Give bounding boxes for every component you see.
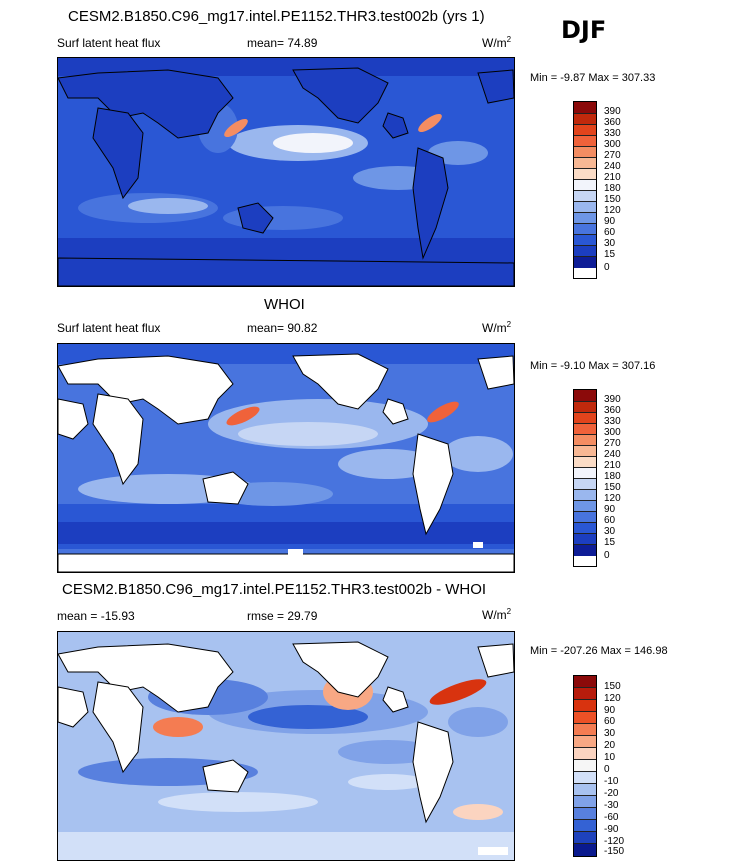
panel3-tick: -20: [604, 788, 619, 799]
panel2-tick: 15: [604, 537, 616, 548]
panel3-tick: 90: [604, 705, 616, 716]
panel1-tick: 150: [604, 194, 621, 205]
season-label: DJF: [561, 16, 607, 44]
panel3-tick: 30: [604, 728, 616, 739]
panel3-tick: 60: [604, 716, 616, 727]
panel1-tick: 90: [604, 216, 616, 227]
panel2-tick: 360: [604, 405, 621, 416]
panel3-tick: 10: [604, 752, 616, 763]
panel3-tick: 150: [604, 681, 621, 692]
panel3-mean: mean = -15.93: [57, 609, 135, 623]
panel2-tick: 0: [604, 550, 610, 561]
panel1-tick: 30: [604, 238, 616, 249]
panel2-tick: 330: [604, 416, 621, 427]
panel3-map: [57, 631, 515, 861]
panel3-colorbar: [573, 675, 597, 857]
panel2-colorbar: [573, 389, 597, 567]
panel2-tick: 120: [604, 493, 621, 504]
panel1-tick: 210: [604, 172, 621, 183]
panel3-tick: 120: [604, 693, 621, 704]
panel2-tick: 150: [604, 482, 621, 493]
panel2-tick: 210: [604, 460, 621, 471]
panel3-tick: 20: [604, 740, 616, 751]
panel3-tick: -30: [604, 800, 619, 811]
panel1-tick: 120: [604, 205, 621, 216]
panel1-tick: 15: [604, 249, 616, 260]
panel1-tick: 180: [604, 183, 621, 194]
panel3-rmse: rmse = 29.79: [247, 609, 318, 623]
panel2-mean: mean= 90.82: [247, 321, 318, 335]
panel1-tick: 390: [604, 106, 621, 117]
panel2-field-label: Surf latent heat flux: [57, 321, 161, 335]
panel2-map: [57, 343, 515, 573]
panel3-units: W/m2: [482, 607, 512, 622]
panel2-tick: 270: [604, 438, 621, 449]
panel2-tick: 180: [604, 471, 621, 482]
panel3-minmax: Min = -207.26 Max = 146.98: [530, 645, 668, 657]
panel2-units: W/m2: [482, 320, 512, 335]
panel1-tick: 60: [604, 227, 616, 238]
panel1-tick: 0: [604, 262, 610, 273]
panel3-tick: -60: [604, 812, 619, 823]
panel2-tick: 390: [604, 394, 621, 405]
panel1-tick: 330: [604, 128, 621, 139]
panel1-tick: 300: [604, 139, 621, 150]
panel3-tick: -120: [604, 836, 625, 847]
panel2-tick: 30: [604, 526, 616, 537]
panel2-tick: 240: [604, 449, 621, 460]
panel2-title: WHOI: [264, 296, 305, 313]
panel1-title: CESM2.B1850.C96_mg17.intel.PE1152.THR3.t…: [68, 8, 485, 25]
panel1-tick: 240: [604, 161, 621, 172]
panel1-field-label: Surf latent heat flux: [57, 36, 161, 50]
panel3-tick: -150: [604, 846, 625, 857]
panel3-tick: -10: [604, 776, 619, 787]
panel1-map: [57, 57, 515, 287]
panel3-tick: -90: [604, 824, 619, 835]
panel1-minmax: Min = -9.87 Max = 307.33: [530, 72, 656, 84]
panel2-tick: 60: [604, 515, 616, 526]
panel1-tick: 360: [604, 117, 621, 128]
panel1-units: W/m2: [482, 35, 512, 50]
panel3-tick: 0: [604, 764, 610, 775]
panel1-tick: 270: [604, 150, 621, 161]
panel1-mean: mean= 74.89: [247, 36, 318, 50]
panel2-tick: 300: [604, 427, 621, 438]
panel3-title: CESM2.B1850.C96_mg17.intel.PE1152.THR3.t…: [62, 581, 487, 598]
panel2-tick: 90: [604, 504, 616, 515]
panel1-colorbar: [573, 101, 597, 279]
panel2-minmax: Min = -9.10 Max = 307.16: [530, 360, 656, 372]
